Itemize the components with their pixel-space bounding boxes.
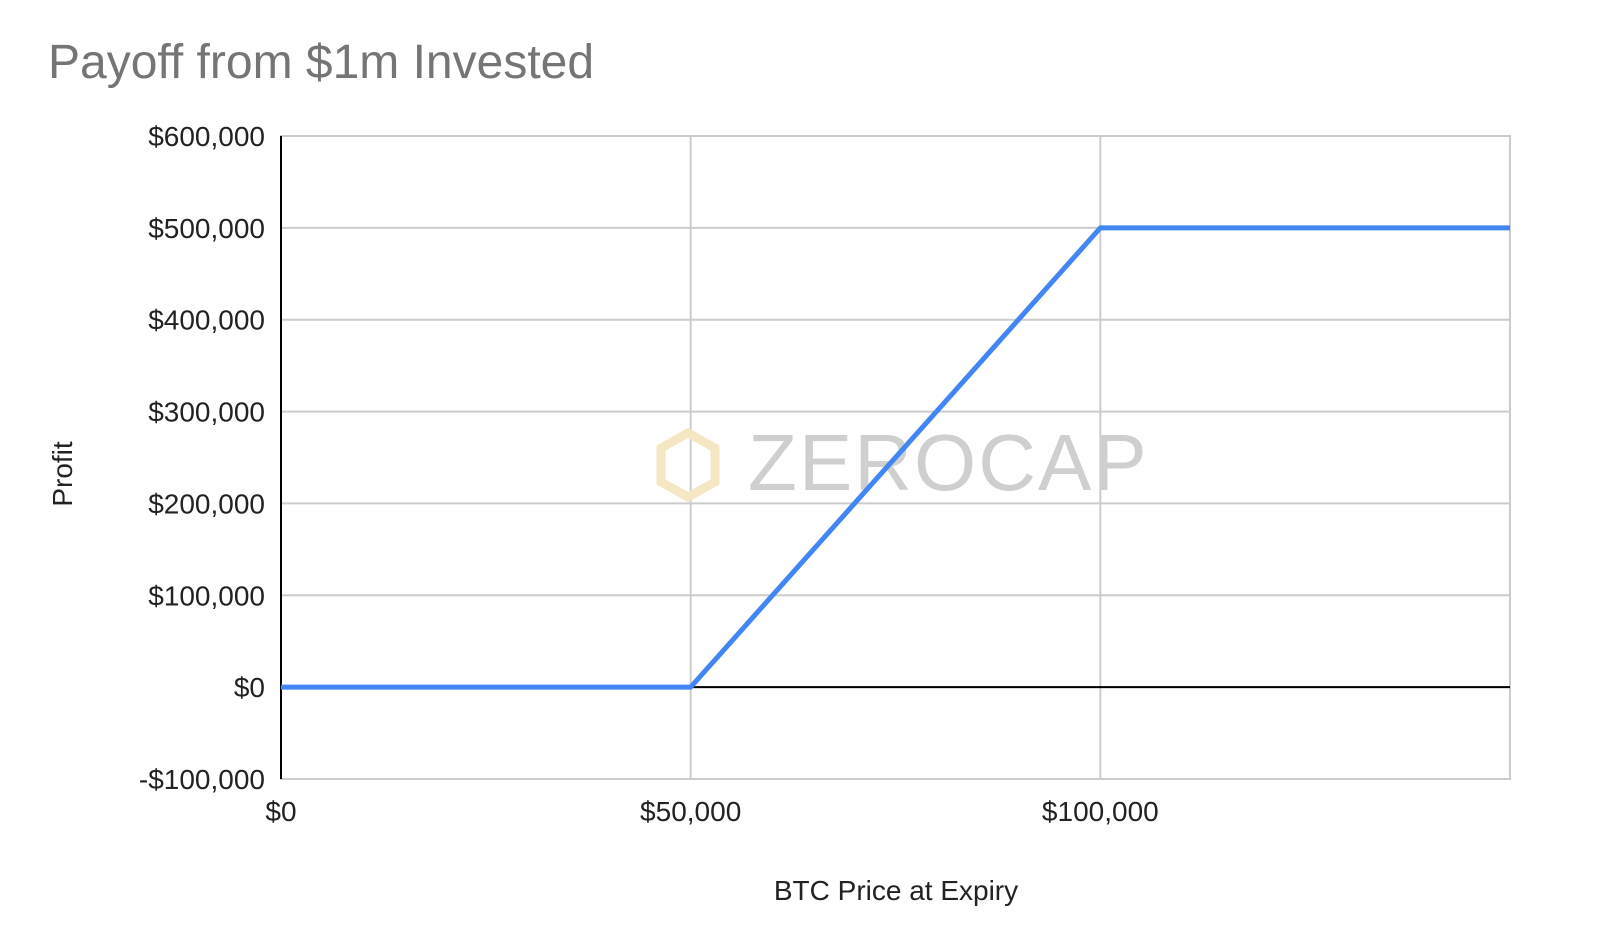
y-tick-label: $200,000 xyxy=(148,488,265,519)
x-axis-ticks: $0 $50,000 $100,000 xyxy=(265,796,1158,827)
y-axis-title: Profit xyxy=(47,441,78,507)
y-tick-label: -$100,000 xyxy=(139,764,265,795)
hexagon-logo-icon xyxy=(656,427,720,503)
y-tick-label: $100,000 xyxy=(148,580,265,611)
x-axis-title: BTC Price at Expiry xyxy=(774,875,1018,906)
y-tick-label: $600,000 xyxy=(148,121,265,152)
x-tick-label: $50,000 xyxy=(640,796,741,827)
x-tick-label: $100,000 xyxy=(1042,796,1159,827)
x-tick-label: $0 xyxy=(265,796,296,827)
series-line xyxy=(281,225,1510,690)
y-tick-label: $300,000 xyxy=(148,397,265,428)
y-tick-label: $500,000 xyxy=(148,213,265,244)
series-layer xyxy=(281,225,1510,690)
watermark: ZEROCAP xyxy=(656,418,1149,507)
y-tick-label: $400,000 xyxy=(148,305,265,336)
y-tick-label: $0 xyxy=(234,672,265,703)
y-axis-ticks: -$100,000 $0 $100,000 $200,000 $300,000 $400,… xyxy=(139,121,265,795)
chart-title: Payoff from $1m Invested xyxy=(48,36,594,89)
watermark-text: ZEROCAP xyxy=(748,418,1149,507)
